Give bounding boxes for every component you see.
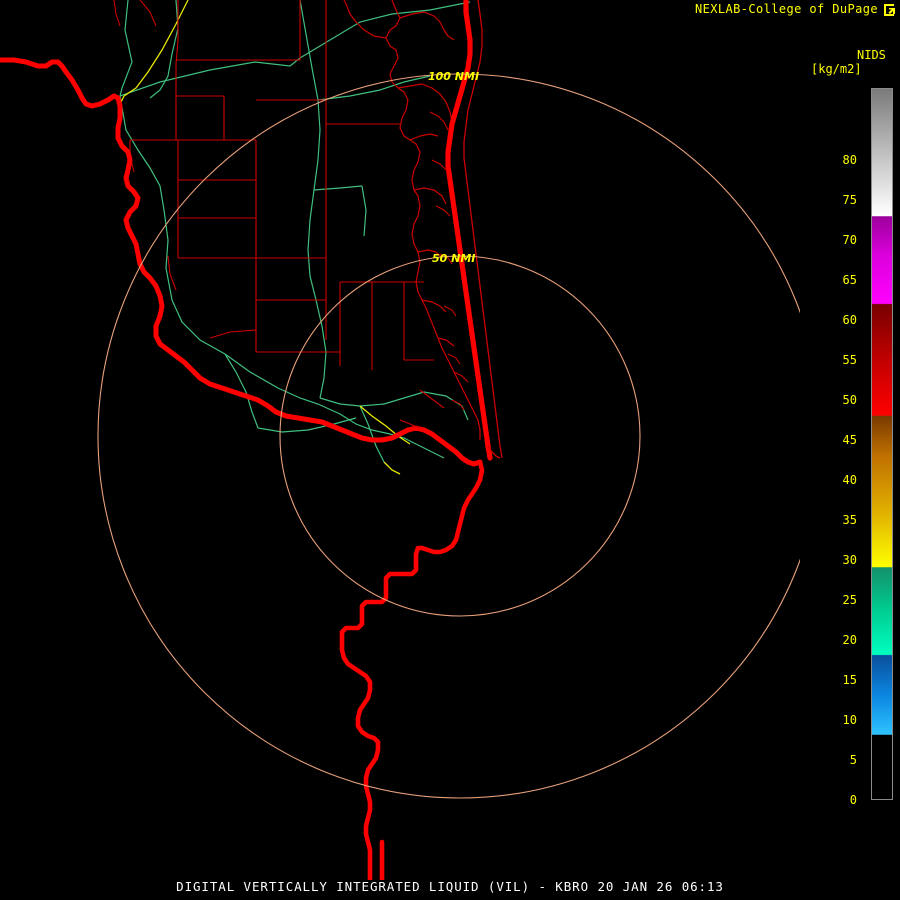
colorbar[interactable]	[871, 88, 893, 800]
colorbar-units: [kg/m2]	[811, 62, 862, 76]
colorbar-tick-25: 25	[842, 593, 857, 607]
coastal-detail-layer	[399, 111, 465, 429]
barrier-island-layer	[445, 0, 493, 461]
colorbar-tick-65: 65	[842, 273, 857, 287]
colorbar-tick-80: 80	[842, 153, 857, 167]
colorbar-tick-40: 40	[842, 473, 857, 487]
colorbar-tick-70: 70	[842, 233, 857, 247]
barrier-island-inner-layer	[463, 0, 503, 459]
colorbar-tick-45: 45	[842, 433, 857, 447]
colorbar-tick-10: 10	[842, 713, 857, 727]
range-ring-50nmi	[279, 255, 641, 617]
range-ring-label-50nmi: 50 NMI	[432, 252, 476, 265]
range-ring-100nmi	[97, 73, 800, 799]
colorbar-tick-35: 35	[842, 513, 857, 527]
colorbar-tick-20: 20	[842, 633, 857, 647]
colorbar-tick-15: 15	[842, 673, 857, 687]
range-ring-layer	[97, 73, 800, 799]
colorbar-tick-75: 75	[842, 193, 857, 207]
mexico-coastline-layer	[339, 459, 485, 880]
colorbar-tick-60: 60	[842, 313, 857, 327]
radar-map-panel[interactable]: 100 NMI 50 NMI	[0, 0, 800, 880]
colorbar-tick-50: 50	[842, 393, 857, 407]
cod-logo-icon	[884, 4, 895, 16]
colorbar-tick-0: 0	[849, 793, 857, 807]
colorbar-title: NIDS	[857, 48, 886, 62]
colorbar-tick-labels: 80 75 70 65 60 55 50 45 40 35 30 25 20 15 10 5 0	[795, 88, 865, 807]
nexlab-brand-label: NEXLAB-College of DuPage	[695, 2, 878, 16]
colorbar-tick-30: 30	[842, 553, 857, 567]
colorbar-tick-55: 55	[842, 353, 857, 367]
radar-map-canvas[interactable]	[0, 0, 800, 880]
colorbar-tick-5: 5	[849, 753, 857, 767]
colorbar-gradient	[872, 89, 892, 799]
range-ring-label-100nmi: 100 NMI	[428, 70, 480, 83]
product-caption: DIGITAL VERTICALLY INTEGRATED LIQUID (VI…	[176, 879, 724, 894]
bay-shoreline-layer	[343, 0, 481, 440]
international-border-layer	[0, 57, 483, 467]
